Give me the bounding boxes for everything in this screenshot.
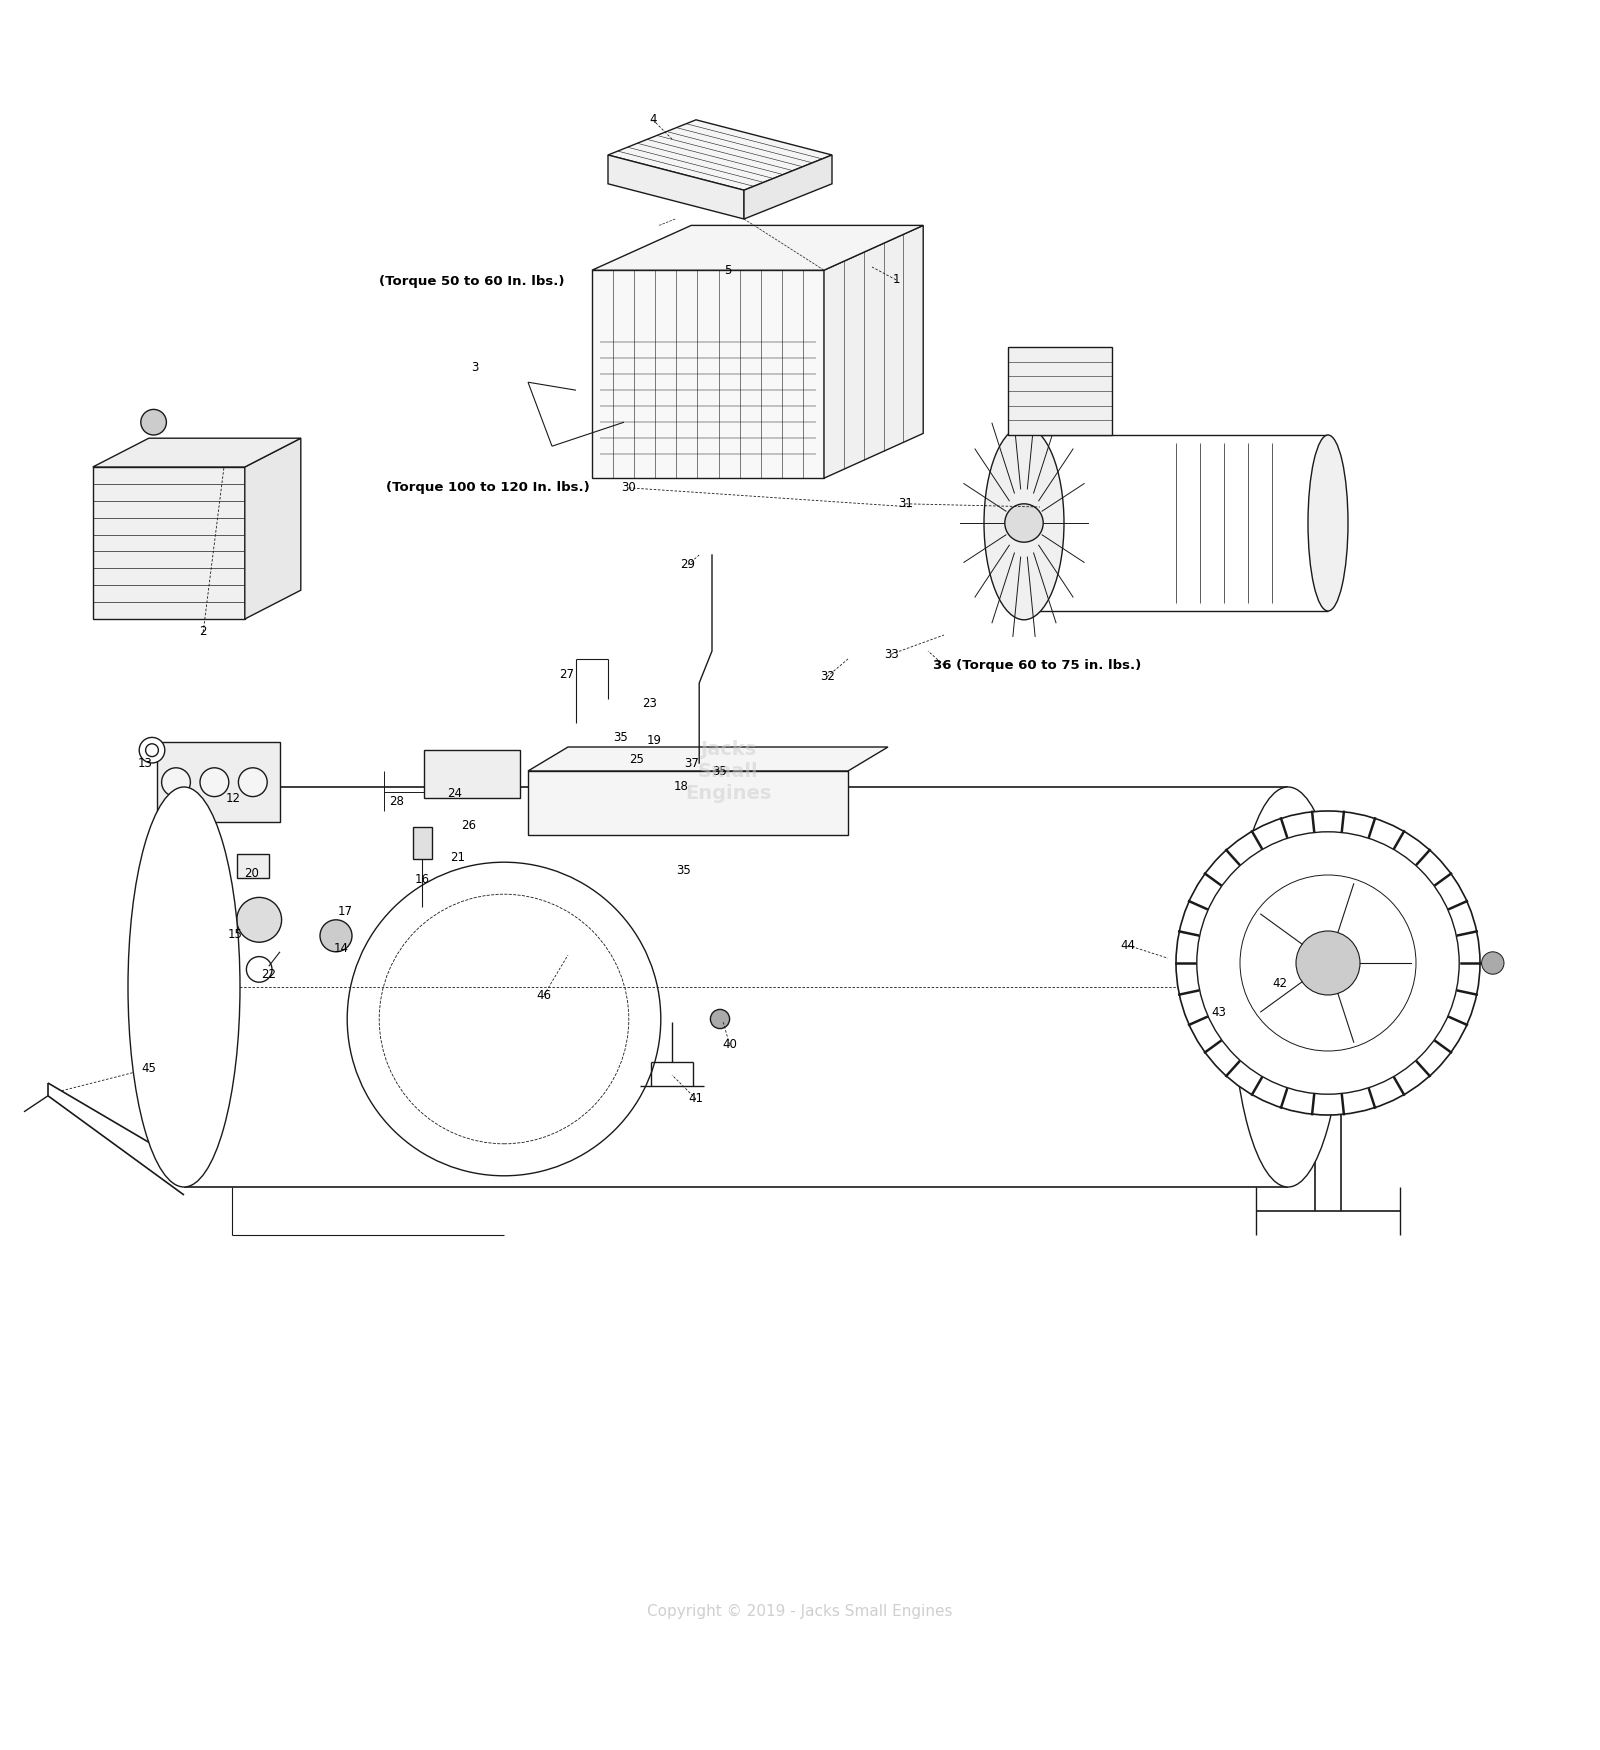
Circle shape [320, 920, 352, 952]
Text: 14: 14 [333, 942, 349, 956]
Text: 2: 2 [200, 625, 206, 639]
Polygon shape [608, 119, 832, 191]
Ellipse shape [1232, 788, 1344, 1186]
Polygon shape [824, 226, 923, 478]
Text: 32: 32 [819, 670, 835, 682]
Text: 43: 43 [1211, 1006, 1227, 1018]
Text: 1: 1 [893, 273, 899, 287]
Text: 35: 35 [675, 864, 691, 877]
Text: 45: 45 [141, 1062, 157, 1074]
Text: 17: 17 [338, 905, 354, 919]
Circle shape [141, 410, 166, 436]
Text: 15: 15 [227, 928, 243, 942]
Text: 18: 18 [674, 780, 690, 793]
Circle shape [1005, 504, 1043, 542]
Text: (Torque 50 to 60 In. lbs.): (Torque 50 to 60 In. lbs.) [379, 275, 565, 289]
Circle shape [139, 737, 165, 763]
Polygon shape [608, 156, 744, 219]
Text: 21: 21 [450, 850, 466, 864]
Text: 35: 35 [712, 765, 728, 777]
Polygon shape [424, 751, 520, 798]
Polygon shape [237, 854, 269, 878]
Polygon shape [93, 438, 301, 467]
Text: 25: 25 [629, 752, 645, 766]
Polygon shape [528, 772, 848, 835]
Circle shape [1296, 931, 1360, 996]
Text: 36 (Torque 60 to 75 in. lbs.): 36 (Torque 60 to 75 in. lbs.) [933, 660, 1141, 672]
Text: 30: 30 [621, 481, 637, 493]
Text: 22: 22 [261, 968, 277, 980]
Polygon shape [245, 438, 301, 620]
Circle shape [1176, 810, 1480, 1115]
Text: Jacks
Small
Engines: Jacks Small Engines [685, 740, 771, 803]
Text: 29: 29 [680, 558, 696, 570]
Ellipse shape [128, 788, 240, 1186]
Text: 28: 28 [389, 794, 405, 808]
Text: 19: 19 [646, 733, 662, 747]
Text: 20: 20 [243, 866, 259, 880]
Polygon shape [592, 226, 923, 270]
Polygon shape [528, 747, 888, 772]
Text: 12: 12 [226, 791, 242, 805]
Text: 23: 23 [642, 696, 658, 710]
Text: 40: 40 [722, 1038, 738, 1052]
Text: 24: 24 [446, 788, 462, 800]
Text: 26: 26 [461, 819, 477, 831]
Circle shape [238, 768, 267, 796]
Text: 44: 44 [1120, 940, 1136, 952]
Text: (Torque 100 to 120 In. lbs.): (Torque 100 to 120 In. lbs.) [386, 481, 590, 493]
Polygon shape [1008, 346, 1112, 436]
Polygon shape [93, 467, 245, 620]
Text: 37: 37 [683, 756, 699, 770]
Text: 16: 16 [414, 873, 430, 886]
Circle shape [1482, 952, 1504, 975]
Text: 31: 31 [898, 497, 914, 511]
Text: 41: 41 [688, 1092, 704, 1106]
Polygon shape [413, 828, 432, 859]
Polygon shape [157, 742, 280, 822]
Circle shape [200, 768, 229, 796]
Text: 46: 46 [536, 989, 552, 1001]
Text: 5: 5 [725, 264, 731, 276]
Circle shape [237, 898, 282, 942]
Ellipse shape [984, 427, 1064, 620]
Text: 13: 13 [138, 756, 154, 770]
Text: Copyright © 2019 - Jacks Small Engines: Copyright © 2019 - Jacks Small Engines [648, 1603, 952, 1619]
Ellipse shape [1309, 436, 1347, 611]
Circle shape [162, 768, 190, 796]
Text: 4: 4 [650, 114, 656, 126]
Polygon shape [592, 270, 824, 478]
Text: 3: 3 [472, 360, 478, 374]
Polygon shape [744, 156, 832, 219]
Text: 27: 27 [558, 668, 574, 681]
Text: 33: 33 [883, 648, 899, 662]
Text: 42: 42 [1272, 977, 1288, 990]
Circle shape [710, 1010, 730, 1029]
Text: 35: 35 [613, 732, 629, 744]
